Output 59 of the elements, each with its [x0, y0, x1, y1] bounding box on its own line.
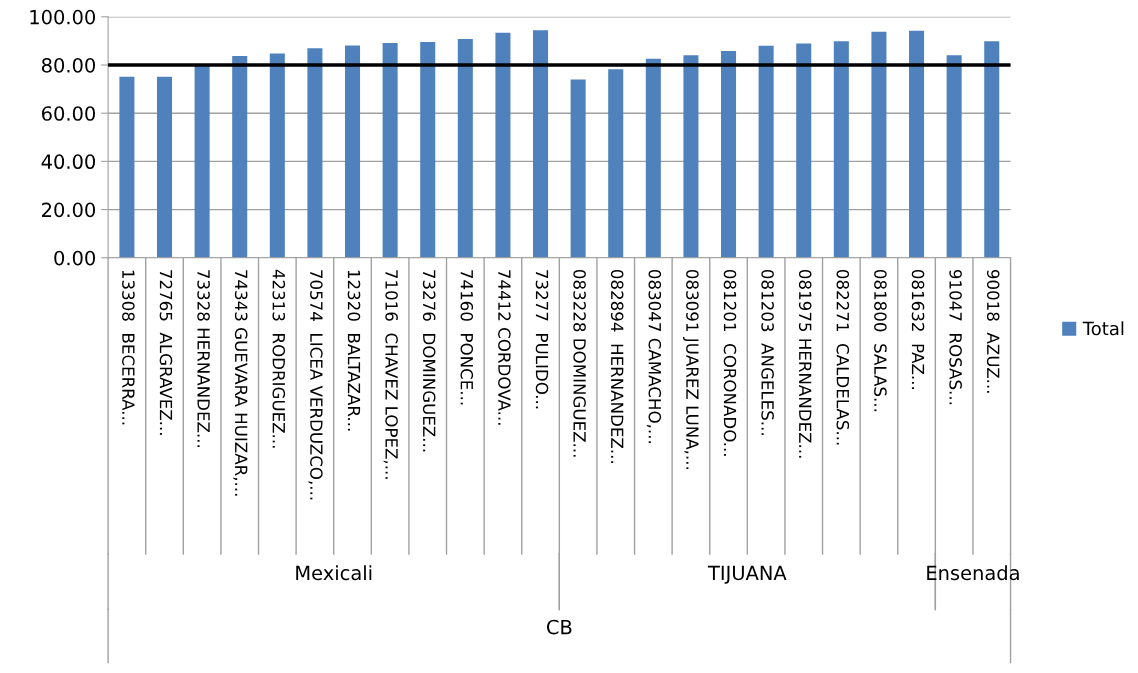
x-tick-label: 74412 CORDOVA...: [498, 270, 511, 425]
bar: [495, 32, 511, 258]
bar: [871, 31, 887, 258]
x-tick-label: 082271 CALDELAS...: [836, 269, 850, 445]
x-tick-label: 081632 PAZ...: [911, 269, 925, 389]
bar: [608, 69, 624, 258]
bar: [156, 76, 173, 258]
x-tick-label: 083228 DOMINGUEZ...: [573, 269, 586, 457]
x-tick-label: 91047 ROSAS...: [949, 269, 962, 405]
text: TIJUANA: [707, 565, 787, 584]
bar: [570, 79, 586, 258]
x-tick-label: 42313 RODRIGUEZ...: [272, 269, 286, 448]
x-tick-label: 70574 LICEA VERDUZCO,...: [308, 270, 323, 500]
bar: [796, 43, 812, 258]
text: CB: [546, 619, 572, 635]
bar: [119, 76, 135, 258]
bar: [683, 55, 699, 258]
x-tick-label: 081203 ANGELES...: [761, 269, 774, 435]
x-tick-label: 12320 BALTAZAR...: [347, 270, 361, 431]
y-tick-label: 80.00: [41, 57, 96, 73]
bar: [420, 41, 436, 258]
bar: [984, 41, 1000, 258]
bar: [232, 56, 248, 258]
y-tick-label: 60.00: [42, 106, 96, 121]
bar: [457, 38, 473, 258]
x-tick-label: 083091 JUAREZ LUNA,...: [683, 269, 699, 470]
x-tick-label: 74160 PONCE...: [460, 270, 474, 405]
x-tick-label: 081800 SALAS...: [874, 269, 887, 412]
text: Ensenada: [927, 565, 1019, 581]
y-tick-label: 40.00: [41, 154, 96, 170]
y-tick-label: 100.00: [30, 9, 96, 25]
bar: [946, 55, 962, 258]
y-tick-label: 20.00: [42, 202, 96, 218]
bar: [307, 48, 323, 258]
x-tick-label: 72765 ALGRAVEZ...: [159, 270, 173, 435]
bar: [345, 45, 361, 258]
bar: [533, 30, 549, 258]
text: Mexicali: [296, 565, 372, 581]
x-tick-label: 73328 HERNANDEZ...: [197, 270, 210, 448]
x-tick-label: 081975 HERNANDEZ...: [798, 269, 812, 458]
y-tick-label: 0.00: [54, 250, 96, 266]
x-tick-label: 71016 CHAVEZ LOPEZ,...: [383, 270, 398, 479]
bar: [382, 43, 398, 258]
bar: [194, 65, 210, 258]
x-tick-label: 74343 GUEVARA HUIZAR,...: [233, 270, 248, 496]
x-tick-label: 73277 PULIDO...: [535, 270, 549, 409]
x-tick-label: 083047 CAMACHO,...: [646, 269, 662, 443]
x-tick-label: 13308 BECERRA...: [122, 270, 135, 425]
x-tick-label: 082894 HERNANDEZ...: [610, 269, 624, 463]
bar: [758, 45, 774, 258]
bar: [645, 58, 661, 258]
bar: [269, 53, 285, 258]
bar: [909, 30, 925, 258]
x-tick-label: 081201 CORONADO...: [723, 269, 737, 456]
bar: [721, 51, 737, 258]
x-tick-label: 90018 AZUZ...: [986, 269, 1000, 393]
bar: [833, 41, 849, 258]
legend-label: Total: [1082, 321, 1124, 336]
x-tick-label: 73276 DOMINGUEZ...: [422, 270, 436, 452]
